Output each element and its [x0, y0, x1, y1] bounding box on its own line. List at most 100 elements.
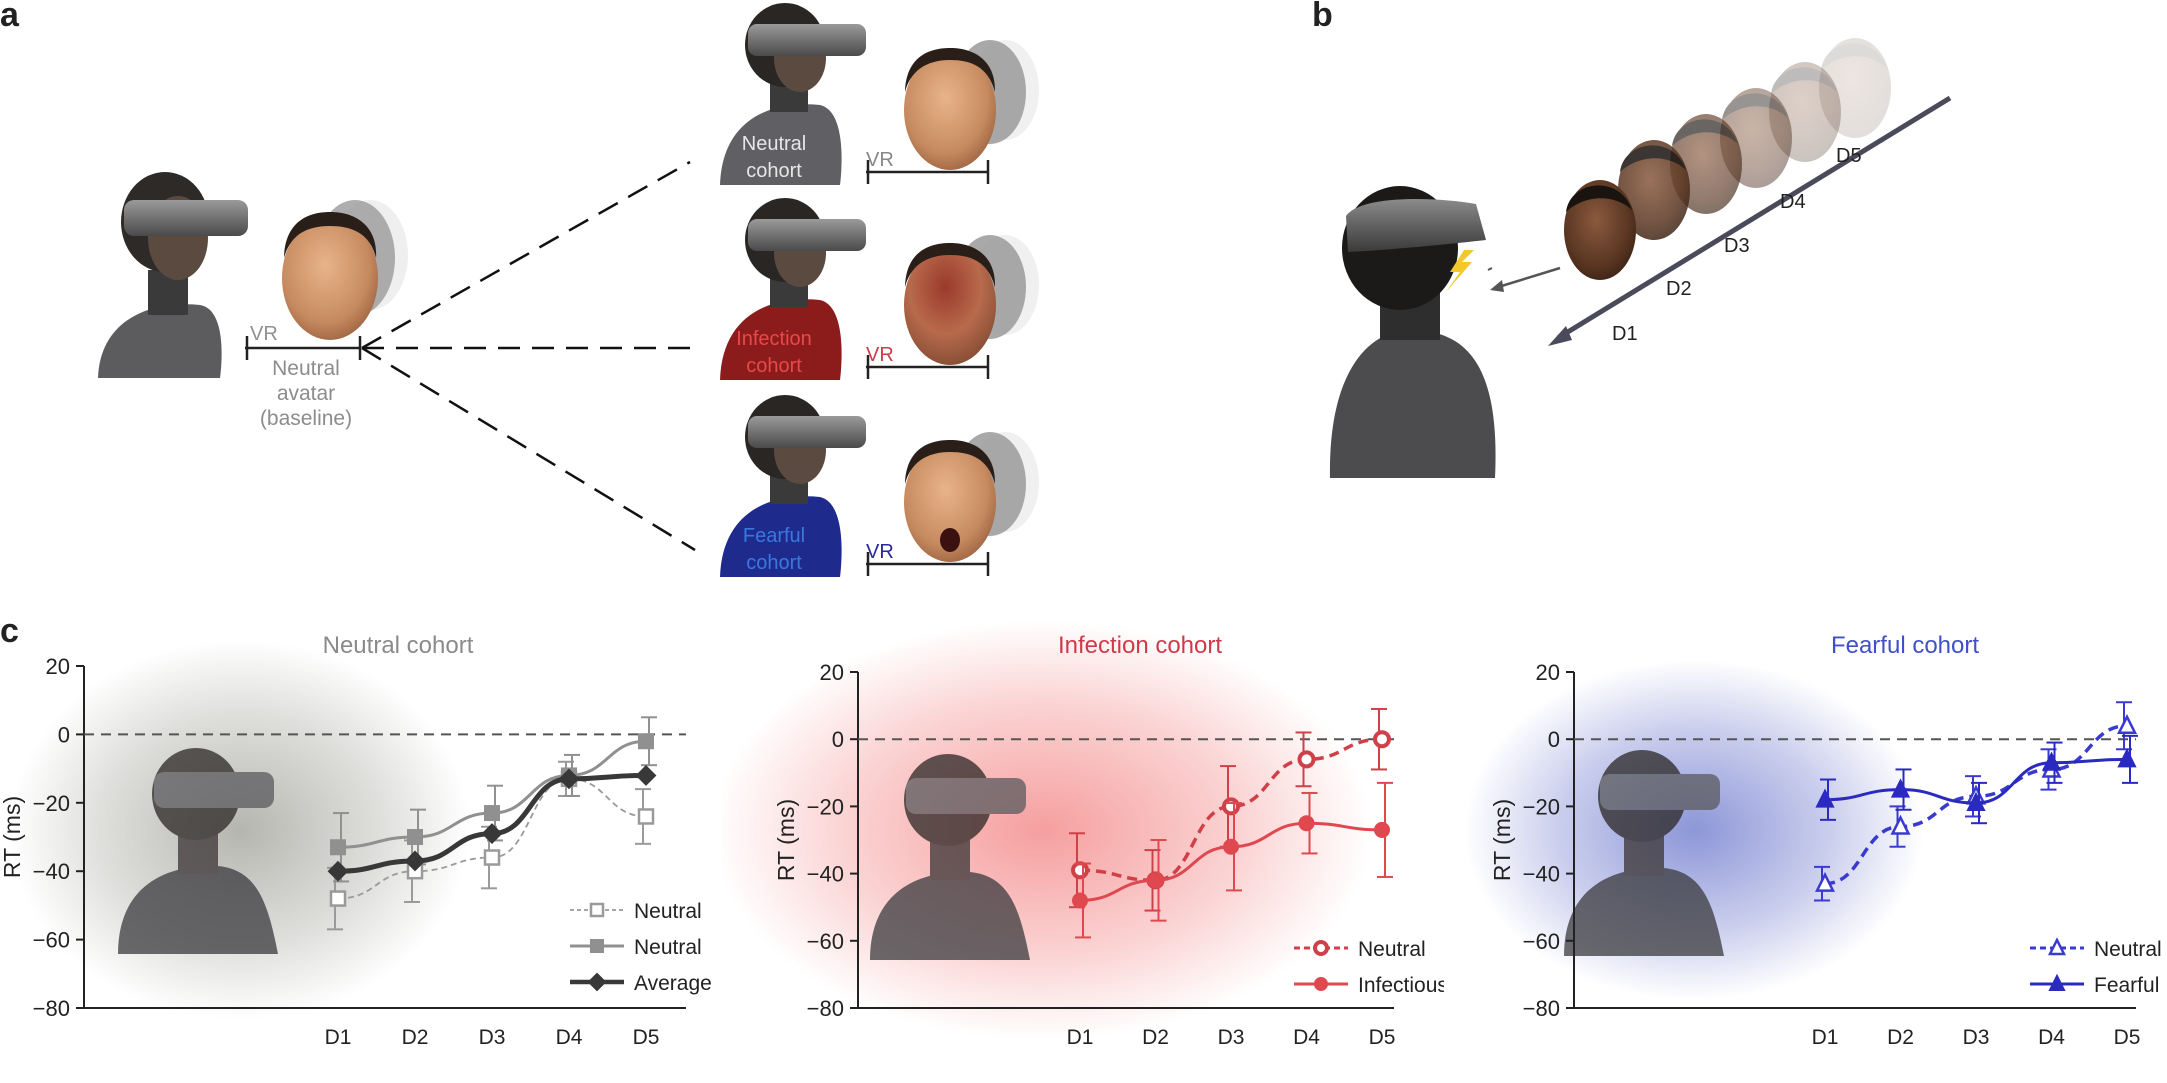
data-point: [1147, 872, 1164, 889]
cohort-avatar-face-fearful: [904, 442, 996, 562]
panel-label-c: c: [0, 612, 19, 650]
vr-headset-icon: [748, 219, 866, 251]
y-tick-label: −80: [1523, 996, 1560, 1021]
y-tick-label: 0: [58, 722, 70, 747]
cohort-avatar-face-infected: [904, 245, 996, 365]
data-point: [2041, 751, 2062, 771]
x-tick-label: D2: [1142, 1026, 1169, 1049]
cohort-person-body: [720, 496, 842, 577]
series-1: [1815, 734, 2138, 825]
data-point: [1297, 750, 1316, 769]
y-tick-label: −60: [807, 929, 844, 954]
x-tick-label: D1: [325, 1026, 352, 1049]
y-tick-label: −40: [33, 859, 70, 884]
panel-a-illustration: VR Neutral avatar (baseline) Neutral coho…: [98, 3, 1039, 577]
data-point: [1373, 730, 1391, 749]
vr-headset-icon: [748, 24, 866, 56]
data-point: [481, 823, 503, 844]
data-point: [1374, 821, 1390, 838]
cohort-label-line2: cohort: [746, 355, 802, 377]
baseline-avatar-face: [282, 200, 408, 340]
data-point: [1072, 892, 1088, 909]
x-tick-label: D4: [2038, 1026, 2065, 1049]
participant-silhouette: [870, 754, 1030, 960]
series-line: [1079, 737, 1383, 883]
cohort-label-line2: cohort: [746, 160, 802, 182]
legend-label: Neutral: [1358, 938, 1426, 961]
data-point: [404, 850, 426, 872]
cohort-card-1: Infection cohort VR: [720, 198, 1039, 380]
day-label-D4: D4: [1780, 191, 1806, 213]
y-tick-label: −20: [807, 794, 844, 819]
data-point: [587, 972, 607, 992]
y-tick-label: −40: [1523, 862, 1560, 887]
data-point: [2048, 973, 2066, 991]
data-point: [1298, 815, 1315, 832]
legend: Neutral Neutral Average: [570, 900, 712, 995]
legend-label: Neutral: [634, 936, 702, 959]
cohort-label-line1: Neutral: [742, 133, 806, 155]
approaching-avatar-face: [1618, 140, 1690, 240]
data-point: [407, 829, 423, 845]
y-axis-label: RT (ms): [0, 796, 25, 878]
panel-b-illustration: D1 D2 D3 D4 D5: [1329, 38, 1952, 478]
legend: Neutral Fearful: [2030, 937, 2162, 997]
y-tick-label: −20: [1523, 794, 1560, 819]
y-tick-label: 0: [832, 727, 844, 752]
baseline-caption-line3: (baseline): [260, 407, 352, 430]
participant-silhouette: [1564, 750, 1724, 956]
chart-fearful-cohort: Fearful cohort 20 0 −20 −40 −60 −80 RT (ms) D1 D2…: [1464, 632, 2162, 1049]
x-tick-label: D1: [1812, 1026, 1839, 1049]
data-point: [330, 839, 346, 856]
day-label-D1: D1: [1612, 323, 1638, 345]
x-tick-label: D4: [1293, 1026, 1320, 1049]
baseline-caption-line1: Neutral: [272, 357, 340, 380]
approaching-avatar-face: [1564, 180, 1636, 280]
data-point: [638, 733, 654, 750]
cohort-label-line1: Infection: [736, 328, 812, 350]
y-tick-label: −20: [33, 791, 70, 816]
data-point: [1223, 838, 1239, 855]
legend: Neutral Infectious: [1294, 938, 1444, 997]
cohort-label-line1: Fearful: [743, 525, 805, 547]
data-point: [329, 890, 347, 907]
cohort-vr-label: VR: [866, 344, 894, 366]
cohort-glow: [10, 640, 470, 1020]
cohort-vr-label: VR: [866, 541, 894, 563]
baseline-person: [98, 172, 248, 378]
cohort-person-body: [720, 104, 842, 185]
y-axis-label: RT (ms): [1489, 799, 1515, 881]
data-point: [1313, 940, 1329, 956]
cohort-card-0: Neutral cohort VR: [720, 3, 1039, 185]
series-2: [327, 765, 657, 882]
x-tick-label: D4: [556, 1026, 583, 1049]
series-1: [330, 716, 657, 883]
series-1: [1072, 781, 1393, 939]
data-point: [483, 849, 501, 866]
data-point: [484, 805, 500, 822]
data-point: [1966, 791, 1986, 812]
chart-title: Fearful cohort: [1831, 632, 1979, 659]
x-tick-label: D3: [1963, 1026, 1990, 1049]
data-point: [1222, 797, 1240, 816]
data-point: [2116, 713, 2138, 735]
data-point: [1071, 861, 1089, 880]
cohort-vr-label: VR: [866, 149, 894, 171]
panel-label-b: b: [1312, 0, 1333, 34]
cohort-label-line2: cohort: [746, 552, 802, 574]
chart-title: Neutral cohort: [323, 632, 474, 659]
data-point: [590, 939, 604, 953]
legend-label: Neutral: [634, 900, 702, 923]
data-point: [637, 808, 655, 825]
y-tick-label: 20: [820, 660, 844, 685]
data-point: [1815, 788, 1835, 808]
day-label-D3: D3: [1724, 235, 1750, 257]
legend-label: Average: [634, 972, 712, 995]
chart-neutral-cohort: Neutral cohort 20 0 −20 −40 −60 −80 RT (ms) D1 D2…: [0, 632, 712, 1049]
cohort-person-body: [720, 299, 842, 380]
data-point: [589, 902, 605, 918]
y-tick-label: −40: [807, 862, 844, 887]
data-point: [2047, 937, 2067, 956]
data-point: [2117, 748, 2137, 768]
days-axis-arrow: [1556, 95, 1952, 341]
